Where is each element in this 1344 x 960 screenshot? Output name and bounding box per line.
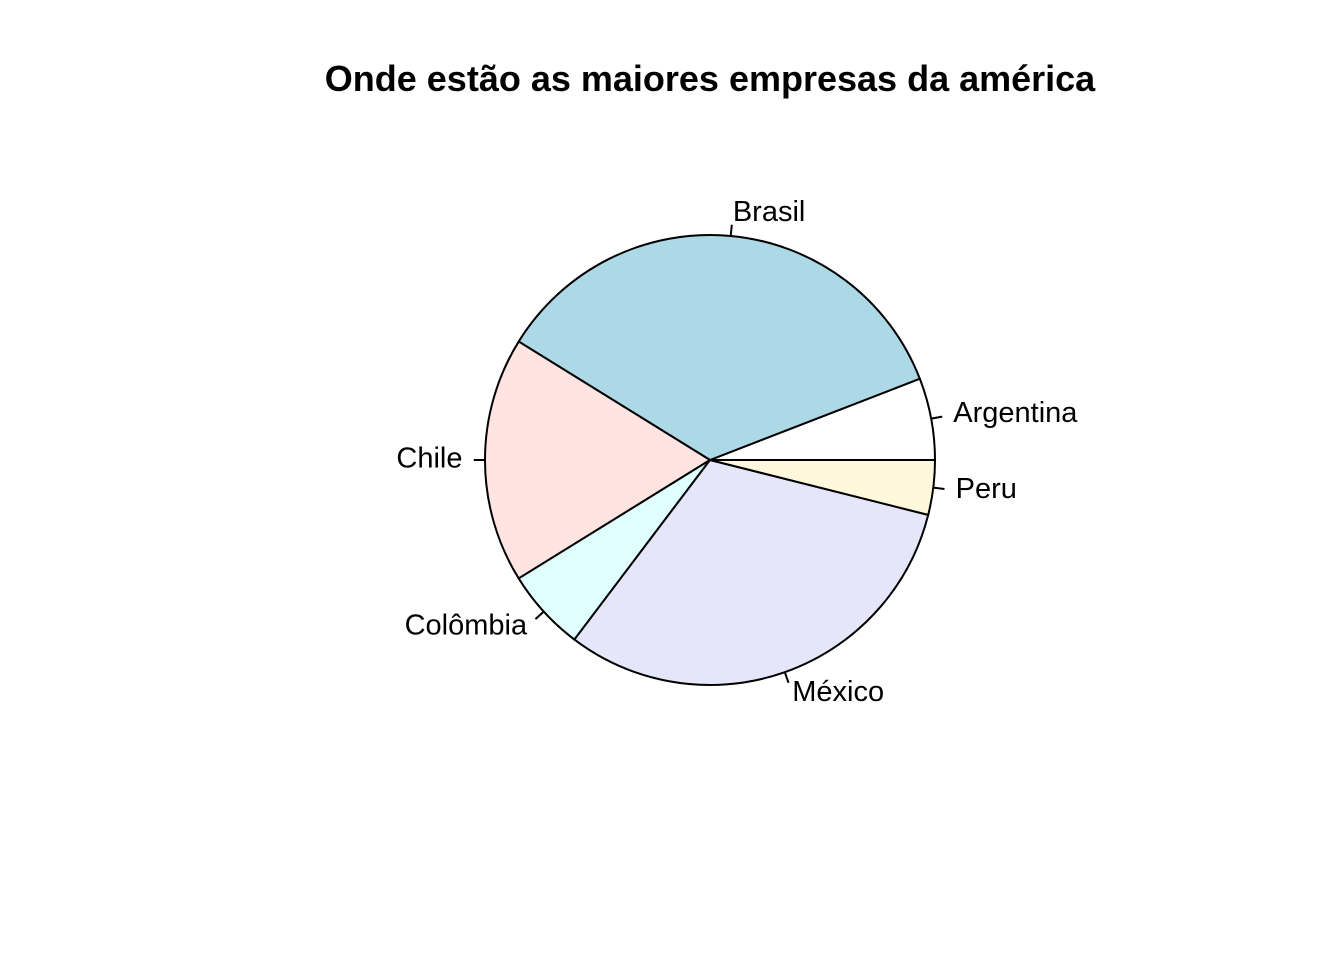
pie-slices: [483, 234, 937, 686]
slice-label-brasil: Brasil: [733, 196, 806, 228]
label-tick-brasil: [729, 224, 733, 237]
slice-label-colombia: Colômbia: [405, 609, 528, 641]
label-tick-mexico: [783, 671, 790, 684]
label-ticks: [473, 224, 945, 684]
label-tick-peru: [933, 486, 945, 491]
slice-labels: Argentina Brasil Chile Colômbia México Peru: [396, 196, 1078, 708]
slice-label-argentina: Argentina: [953, 397, 1078, 429]
label-tick-colombia: [534, 610, 545, 620]
pie-slice-peru: [709, 459, 937, 517]
pie-slice-mexico: [573, 458, 930, 686]
slice-label-chile: Chile: [396, 443, 462, 475]
slice-label-peru: Peru: [956, 473, 1017, 505]
label-tick-argentina: [930, 415, 943, 420]
chart-title: Onde estão as maiores empresas da améric…: [324, 58, 1096, 99]
slice-label-mexico: México: [792, 676, 884, 708]
